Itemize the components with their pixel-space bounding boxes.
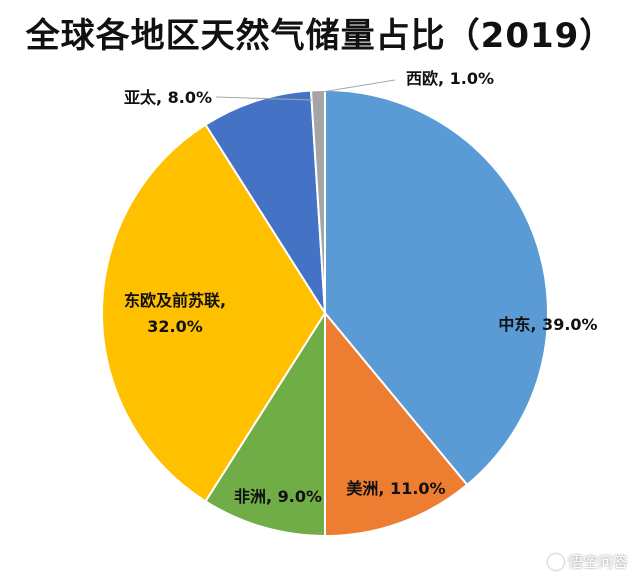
slice-label-3: 非洲, 9.0% [234,487,322,506]
chart-title: 全球各地区天然气储量占比（2019） [25,16,615,56]
leader-line-6 [321,79,396,93]
pie-slice-1 [324,88,549,487]
watermark-text: 悟空问答 [567,553,628,571]
slice-label-2: 美洲, 11.0% [346,479,445,498]
slice-label-4-name: 东欧及前苏联, [124,291,226,310]
watermark: 悟空问答 [547,551,628,572]
slice-label-1: 中东, 39.0% [498,315,597,334]
pie-slice-2 [324,310,469,538]
slice-label-6: 西欧, 1.0% [406,69,494,88]
leader-line-5 [215,96,313,101]
wukong-logo-icon [547,553,564,570]
pie-slice-6 [309,88,326,314]
pie-slice-5 [204,89,326,314]
slice-label-4-value: 32.0% [147,317,203,336]
slice-label-5: 亚太, 8.0% [124,88,212,107]
pie-slice-4 [101,123,327,503]
pie-slice-3 [204,309,326,538]
